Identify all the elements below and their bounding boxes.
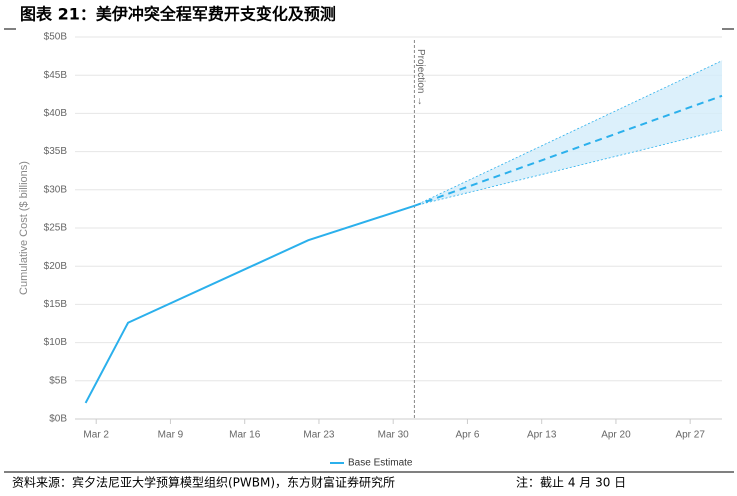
y-tick-label: $20B xyxy=(44,261,68,272)
y-tick-label: $25B xyxy=(44,223,68,234)
y-tick-label: $5B xyxy=(49,375,67,386)
projection-upper xyxy=(414,60,723,207)
y-tick-label: $0B xyxy=(49,414,67,425)
source: 资料来源：宾夕法尼亚大学预算模型组织(PWBM)，东方财富证券研究所 xyxy=(12,475,395,490)
x-tick-label: Mar 2 xyxy=(83,430,109,441)
chart-title: 图表 21：美伊冲突全程军费开支变化及预测 xyxy=(20,5,336,24)
y-tick-label: $30B xyxy=(44,184,68,195)
projection-line xyxy=(414,94,723,207)
y-tick-label: $40B xyxy=(44,108,68,119)
y-tick-label: $50B xyxy=(44,32,68,43)
x-tick-label: Apr 27 xyxy=(675,430,705,441)
x-tick-label: Mar 30 xyxy=(378,430,410,441)
x-tick-label: Mar 16 xyxy=(229,430,261,441)
legend-label: Base Estimate xyxy=(348,458,413,469)
y-tick-label: $45B xyxy=(44,70,68,81)
x-tick-label: Apr 13 xyxy=(527,430,557,441)
y-axis-label: Cumulative Cost ($ billions) xyxy=(18,161,30,295)
note: 注：截止 4 月 30 日 xyxy=(516,475,626,490)
y-tick-label: $10B xyxy=(44,337,68,348)
y-tick-label: $35B xyxy=(44,146,68,157)
x-tick-label: Mar 9 xyxy=(158,430,184,441)
x-tick-label: Apr 20 xyxy=(601,430,631,441)
y-tick-label: $15B xyxy=(44,299,68,310)
line xyxy=(84,204,415,404)
projection-label: Projection → xyxy=(415,49,426,106)
projection-lower xyxy=(414,129,723,207)
x-tick-label: Mar 23 xyxy=(303,430,335,441)
x-tick-label: Apr 6 xyxy=(455,430,479,441)
